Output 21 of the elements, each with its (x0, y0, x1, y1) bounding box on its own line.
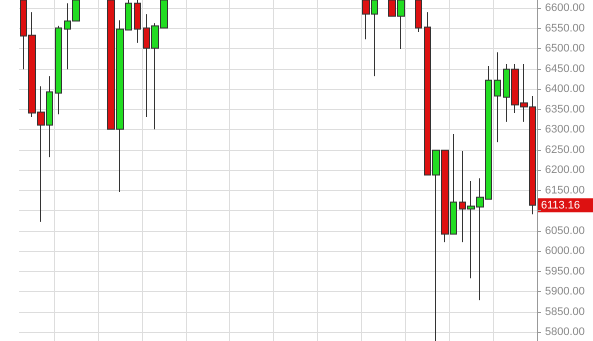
y-tick-label: 5950.00 (545, 265, 585, 278)
y-tick-label: 5800.00 (545, 326, 585, 338)
y-tick-label: 6000.00 (545, 245, 585, 258)
y-tick-label: 6600.00 (545, 2, 585, 14)
text: 6113.16 (541, 199, 580, 212)
y-tick-label: 6500.00 (545, 42, 585, 55)
candlestick (134, 0, 141, 44)
y-tick-label: 6150.00 (545, 184, 585, 196)
y-tick-label: 6350.00 (545, 103, 585, 116)
y-tick-label: 5900.00 (545, 286, 585, 298)
y-tick-label: 5850.00 (545, 306, 585, 318)
y-tick-label: 6550.00 (545, 22, 585, 34)
candlestick (55, 25, 62, 115)
candlestick (415, 0, 422, 32)
y-tick-label: 6300.00 (545, 124, 585, 136)
y-tick-label: 6450.00 (545, 62, 585, 75)
candlestick (494, 52, 501, 143)
y-tick-label: 6250.00 (545, 144, 585, 156)
y-tick-label: 6050.00 (545, 224, 585, 237)
y-tick-label: 6400.00 (545, 83, 585, 96)
y-tick-label: 6200.00 (545, 164, 585, 176)
